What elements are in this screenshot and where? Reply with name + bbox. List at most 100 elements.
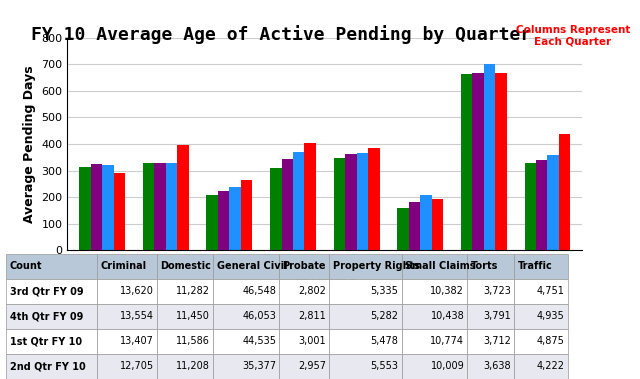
Bar [401,304,467,329]
Bar [6,279,97,304]
Y-axis label: Average Pending Days: Average Pending Days [22,65,36,223]
Bar [356,153,368,250]
Text: Criminal: Criminal [100,262,147,271]
Text: 4,875: 4,875 [537,337,564,346]
Bar [293,152,305,250]
Bar [409,202,420,250]
Text: 2,802: 2,802 [298,287,326,296]
Text: 46,053: 46,053 [242,312,276,321]
Bar [166,163,177,250]
Bar [515,254,568,279]
Bar [282,160,293,250]
Bar [97,279,157,304]
Text: General Civil: General Civil [216,262,287,271]
Text: 4th Qtr FY 09: 4th Qtr FY 09 [10,312,83,321]
Bar [157,329,213,354]
Bar [515,354,568,379]
Bar [333,158,345,250]
Bar [97,254,157,279]
Bar [330,354,401,379]
Bar [330,254,401,279]
Bar [218,191,229,250]
Text: Property Rights: Property Rights [333,262,420,271]
Text: 13,554: 13,554 [120,312,154,321]
Bar [270,168,282,250]
Bar [79,167,91,250]
Bar [97,329,157,354]
Text: 2,811: 2,811 [298,312,326,321]
Text: 12,705: 12,705 [120,362,154,371]
Text: 10,382: 10,382 [430,287,464,296]
Bar [467,354,515,379]
Bar [97,304,157,329]
Text: FY 10 Average Age of Active Pending by Quarter: FY 10 Average Age of Active Pending by Q… [31,25,532,44]
Text: 11,282: 11,282 [176,287,210,296]
Bar [495,73,507,250]
Bar [431,199,443,250]
Text: Columns Represent
Each Quarter: Columns Represent Each Quarter [516,25,630,46]
Bar [6,304,97,329]
Bar [515,329,568,354]
Bar [467,329,515,354]
Text: 4,751: 4,751 [537,287,564,296]
Bar [157,279,213,304]
Bar [368,148,380,250]
Bar [401,354,467,379]
Bar [213,354,279,379]
Text: 4,222: 4,222 [536,362,564,371]
Bar [330,304,401,329]
Bar [97,354,157,379]
Bar [177,145,189,250]
Bar [213,329,279,354]
Text: 10,009: 10,009 [431,362,464,371]
Bar [420,195,431,250]
Text: 3,001: 3,001 [299,337,326,346]
Bar [397,208,409,250]
Text: 4,935: 4,935 [537,312,564,321]
Text: 13,620: 13,620 [120,287,154,296]
X-axis label: Category: Category [293,271,356,283]
Bar [91,164,102,250]
Bar [401,254,467,279]
Text: 1st Qtr FY 10: 1st Qtr FY 10 [10,337,82,346]
Bar [547,155,559,250]
Bar [467,304,515,329]
Bar [279,279,330,304]
Text: 3,712: 3,712 [483,337,511,346]
Bar [229,187,241,250]
Bar [6,329,97,354]
Text: 3,791: 3,791 [484,312,511,321]
Bar [6,354,97,379]
Bar [461,74,472,250]
Bar [213,304,279,329]
Text: 3,638: 3,638 [484,362,511,371]
Text: Torts: Torts [470,262,498,271]
Text: 10,438: 10,438 [431,312,464,321]
Bar [536,160,547,250]
Bar [279,329,330,354]
Bar [305,143,316,250]
Bar [345,154,356,250]
Bar [157,354,213,379]
Text: 13,407: 13,407 [120,337,154,346]
Bar [207,195,218,250]
Bar [154,163,166,250]
Bar [6,254,97,279]
Bar [279,254,330,279]
Bar [213,254,279,279]
Bar [467,254,515,279]
Text: 5,335: 5,335 [371,287,398,296]
Text: 46,548: 46,548 [242,287,276,296]
Text: Domestic: Domestic [160,262,211,271]
Bar [525,163,536,250]
Bar [472,73,484,250]
Bar [401,329,467,354]
Bar [401,279,467,304]
Bar [213,279,279,304]
Bar [330,279,401,304]
Text: 2nd Qtr FY 10: 2nd Qtr FY 10 [10,362,85,371]
Text: Count: Count [10,262,42,271]
Bar [279,354,330,379]
Bar [467,279,515,304]
Bar [515,304,568,329]
